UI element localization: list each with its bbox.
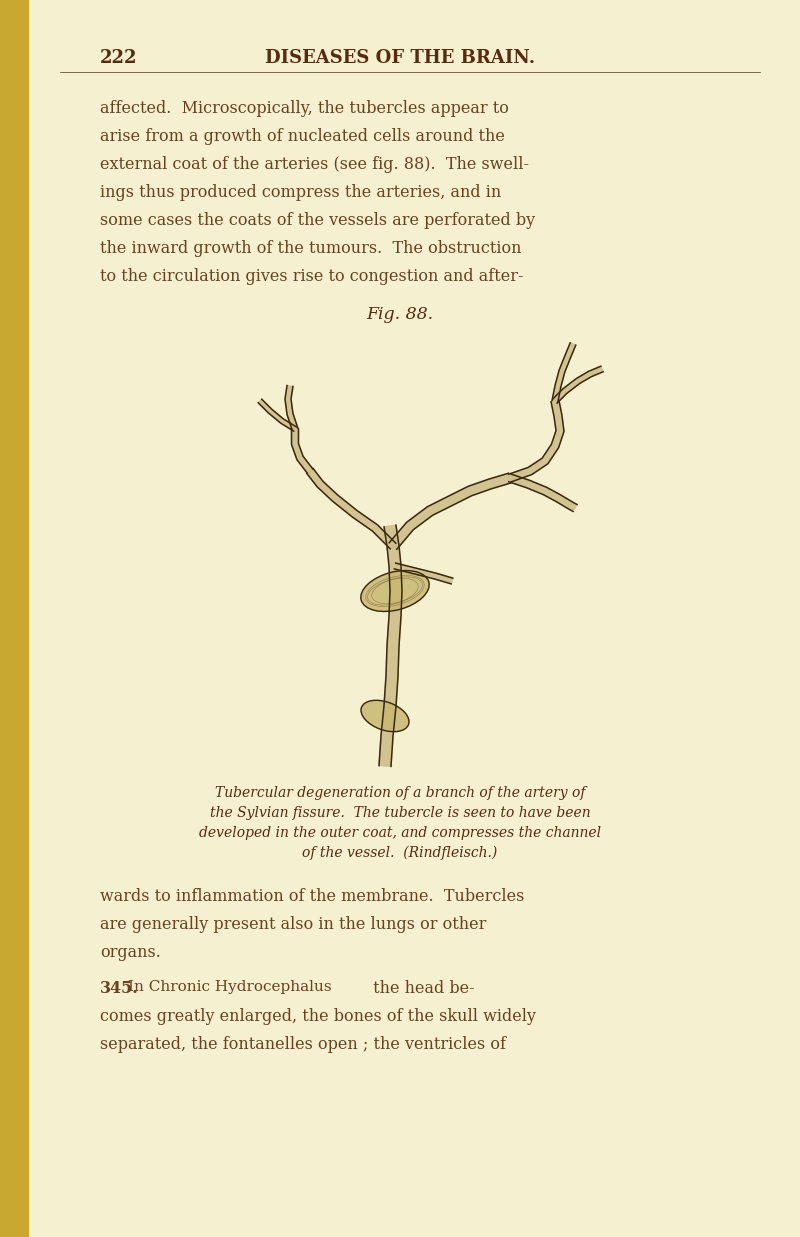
Text: the Sylvian fissure.  The tubercle is seen to have been: the Sylvian fissure. The tubercle is see… <box>210 807 590 820</box>
Text: some cases the coats of the vessels are perforated by: some cases the coats of the vessels are … <box>100 212 535 229</box>
Polygon shape <box>285 386 298 430</box>
Polygon shape <box>258 400 296 432</box>
Text: the inward growth of the tumours.  The obstruction: the inward growth of the tumours. The ob… <box>100 240 522 257</box>
Text: ings thus produced compress the arteries, and in: ings thus produced compress the arteries… <box>100 184 502 200</box>
Text: external coat of the arteries (see fig. 88).  The swell-: external coat of the arteries (see fig. … <box>100 156 529 173</box>
Text: of the vessel.  (Rindfleisch.): of the vessel. (Rindfleisch.) <box>302 846 498 861</box>
Text: to the circulation gives rise to congestion and after-: to the circulation gives rise to congest… <box>100 268 523 285</box>
Text: affected.  Microscopically, the tubercles appear to: affected. Microscopically, the tubercles… <box>100 100 509 118</box>
Text: organs.: organs. <box>100 944 161 961</box>
Text: developed in the outer coat, and compresses the channel: developed in the outer coat, and compres… <box>199 826 601 840</box>
Text: separated, the fontanelles open ; the ventricles of: separated, the fontanelles open ; the ve… <box>100 1037 506 1053</box>
Ellipse shape <box>361 570 429 611</box>
Polygon shape <box>509 401 564 481</box>
Text: are generally present also in the lungs or other: are generally present also in the lungs … <box>100 917 486 933</box>
Text: 345.: 345. <box>100 980 138 997</box>
Polygon shape <box>389 474 511 549</box>
Polygon shape <box>394 563 453 584</box>
Ellipse shape <box>361 700 409 732</box>
Text: Fig. 88.: Fig. 88. <box>366 306 434 323</box>
Bar <box>0 0 28 1237</box>
Polygon shape <box>291 429 313 473</box>
Text: the head be-: the head be- <box>368 980 474 997</box>
Polygon shape <box>379 526 402 767</box>
Text: DISEASES OF THE BRAIN.: DISEASES OF THE BRAIN. <box>265 49 535 67</box>
Text: In Chronic Hydrocephalus: In Chronic Hydrocephalus <box>128 980 332 995</box>
Text: Tubercular degeneration of a branch of the artery of: Tubercular degeneration of a branch of t… <box>214 785 586 800</box>
Text: 222: 222 <box>100 49 138 67</box>
Text: comes greatly enlarged, the bones of the skull widely: comes greatly enlarged, the bones of the… <box>100 1008 536 1025</box>
Polygon shape <box>307 469 396 549</box>
Polygon shape <box>552 343 576 402</box>
Polygon shape <box>509 474 577 511</box>
Text: arise from a growth of nucleated cells around the: arise from a growth of nucleated cells a… <box>100 127 505 145</box>
Polygon shape <box>553 366 603 403</box>
Text: wards to inflammation of the membrane.  Tubercles: wards to inflammation of the membrane. T… <box>100 888 524 905</box>
